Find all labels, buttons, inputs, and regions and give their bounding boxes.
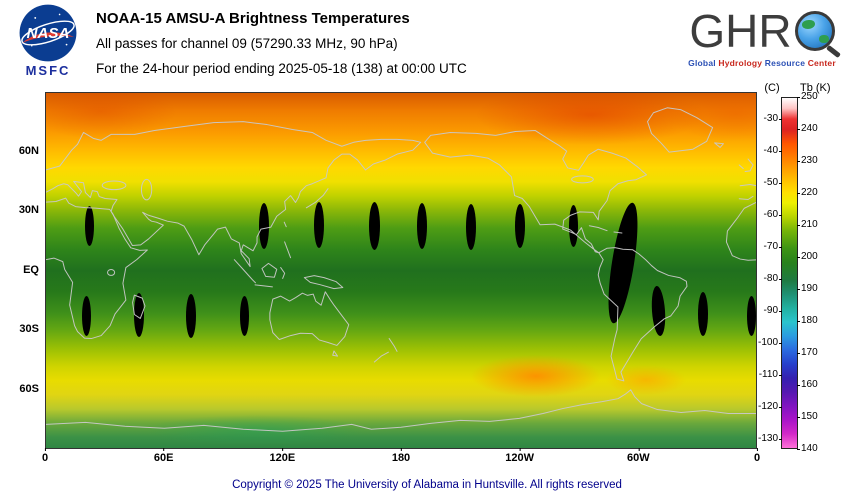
- colorbar-kelvin-tick: 170: [797, 347, 818, 358]
- colorbar-kelvin-tick: 150: [797, 411, 818, 422]
- colorbar-celsius-scale: -30 -40 -50 -60 -70 -80 -90 -100 -110 -120 -130: [742, 97, 782, 449]
- ghrc-tagline-word: Global: [688, 58, 716, 68]
- y-axis-label: EQ: [23, 263, 39, 276]
- colorbar-kelvin-tick: 240: [797, 123, 818, 134]
- colorbar-celsius-tick: -50: [742, 177, 782, 188]
- data-gap: [314, 202, 324, 248]
- data-gap: [84, 206, 94, 246]
- data-gap: [746, 296, 756, 336]
- colorbar-kelvin-tick: 250: [797, 91, 818, 102]
- colorbar-celsius-tick: -30: [742, 113, 782, 124]
- colorbar-celsius-tick: -110: [742, 369, 782, 380]
- ghrc-tagline-word: Center: [807, 58, 836, 68]
- y-axis-label: 60N: [18, 144, 39, 157]
- copyright: Copyright © 2025 The University of Alaba…: [232, 479, 622, 491]
- coastlines: [46, 93, 756, 448]
- colorbar-celsius-tick: -120: [742, 401, 782, 412]
- magnifier-handle-icon: [825, 44, 841, 59]
- colorbar-celsius-tick: -100: [742, 337, 782, 348]
- x-axis-label: 60E: [153, 448, 174, 464]
- colorbar-kelvin-tick: 220: [797, 187, 818, 198]
- colorbar-celsius-tick: -60: [742, 209, 782, 220]
- data-gap: [698, 292, 708, 336]
- data-gap: [239, 296, 249, 336]
- nasa-wordmark: NASA: [27, 25, 70, 42]
- colorbar-kelvin-tick: 160: [797, 379, 818, 390]
- ghrc-logo: GHR Global Hydrology Resource Center: [676, 6, 848, 68]
- colorbar-kelvin-tick: 190: [797, 283, 818, 294]
- colorbar-kelvin-tick: 210: [797, 219, 818, 230]
- data-gap: [186, 294, 196, 338]
- brightness-temperature-map: [45, 92, 757, 449]
- y-axis: 60N 30N EQ 30S 60S: [2, 92, 43, 449]
- data-gap: [259, 203, 269, 249]
- colorbar-celsius-tick: -70: [742, 241, 782, 252]
- colorbar-kelvin-tick: 180: [797, 315, 818, 326]
- ghrc-letters: GHR: [689, 5, 792, 57]
- y-axis-label: 30S: [19, 323, 39, 335]
- data-gap: [466, 204, 476, 250]
- ghrc-tagline-word: Resource: [764, 58, 806, 68]
- data-gap-layer: [46, 93, 756, 448]
- colorbar-celsius-tick: -130: [742, 433, 782, 444]
- x-axis-label: 120W: [505, 448, 535, 464]
- nasa-logo: NASA MSFC: [10, 4, 86, 78]
- msfc-label: MSFC: [25, 63, 71, 78]
- data-gap: [81, 296, 91, 336]
- colorbar: [781, 97, 798, 449]
- data-gap: [368, 202, 380, 250]
- colorbar-kelvin-tick: 200: [797, 251, 818, 262]
- warm-anomaly: [471, 355, 601, 397]
- y-axis-label: 60S: [19, 382, 39, 395]
- subtitle-period: For the 24-hour period ending 2025-05-18…: [96, 61, 467, 76]
- ghrc-globe-icon: [794, 11, 841, 59]
- page-title: NOAA-15 AMSU-A Brightness Temperatures: [96, 10, 410, 27]
- y-axis-label: 30N: [18, 204, 39, 216]
- subtitle-channel: All passes for channel 09 (57290.33 MHz,…: [96, 36, 398, 51]
- x-axis-label: 180: [391, 448, 411, 464]
- warm-anomaly: [476, 93, 706, 145]
- ghrc-tagline-word: Hydrology: [718, 58, 763, 68]
- data-gap: [568, 205, 578, 247]
- colorbar-kelvin-scale: 250 240 230 220 210 200 190 180 170 160 150 140: [797, 91, 846, 454]
- ghrc-wordmark: GHR: [676, 5, 848, 59]
- colorbar-celsius-header: (C): [764, 82, 780, 94]
- data-gap: [417, 203, 427, 249]
- colorbar-celsius-tick: -40: [742, 145, 782, 156]
- x-axis-label: 120E: [269, 448, 296, 464]
- colorbar-kelvin-tick: 140: [797, 443, 818, 454]
- colorbar-celsius-tick: -80: [742, 273, 782, 284]
- x-axis-label: 0: [41, 448, 49, 464]
- colorbar-celsius-tick: -90: [742, 305, 782, 316]
- data-gap: [134, 293, 144, 337]
- colorbar-kelvin-tick: 230: [797, 155, 818, 166]
- colorbar-kelvin-header: Tb (K): [800, 82, 831, 94]
- x-axis: 0 60E 120E 180 120W 60W 0: [41, 448, 761, 468]
- data-gap: [515, 204, 525, 248]
- ghrc-tagline: Global Hydrology Resource Center: [676, 58, 848, 68]
- x-axis-label: 60W: [627, 448, 650, 464]
- nasa-meatball-icon: NASA: [19, 4, 77, 62]
- x-axis-label: 0: [753, 448, 761, 464]
